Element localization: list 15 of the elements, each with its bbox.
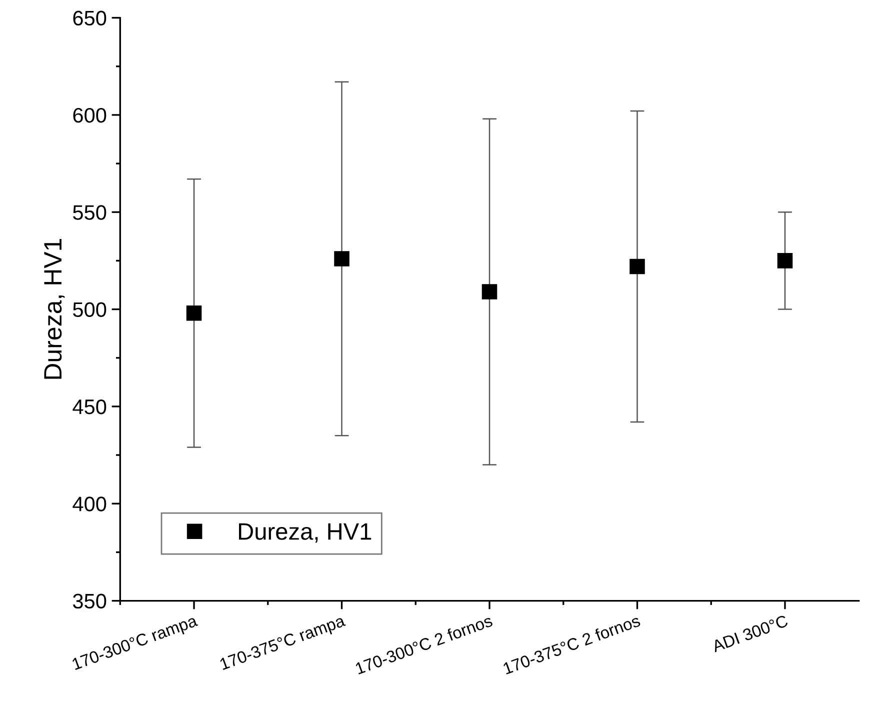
point [334,251,350,266]
y-tick-label: 450 [72,399,106,414]
y-tick-label: 550 [73,205,106,220]
x-tick-label: ADI 300°C [711,614,789,652]
point [777,253,793,268]
y-tick-label: 500 [73,302,106,318]
legend-label: Dureza, HV1 [238,523,372,543]
y-tick-label: 400 [72,496,106,512]
point [630,258,645,274]
y-tick-label: 650 [73,10,106,26]
point [482,284,498,300]
y-tick-label: 600 [73,108,106,123]
point [186,306,202,321]
y-tick-label: 350 [72,594,106,609]
y-axis-title: Dureza, HV1 [44,238,65,379]
